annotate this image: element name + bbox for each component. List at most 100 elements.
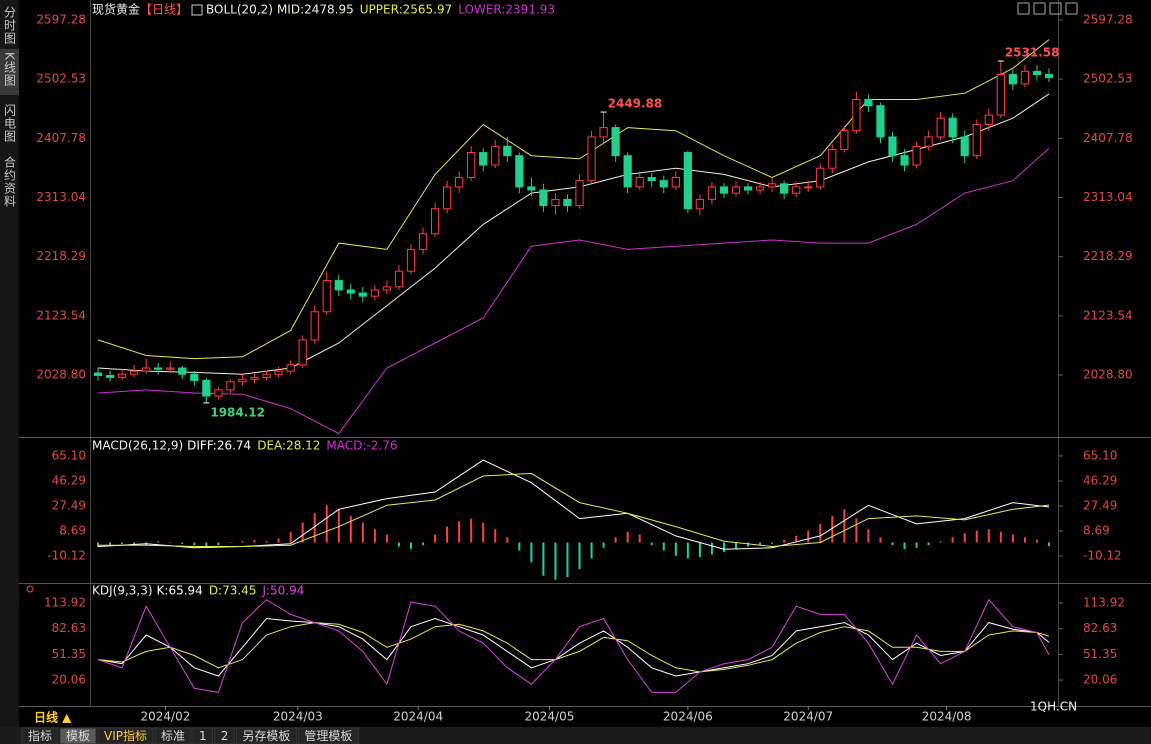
candle-body (623, 155, 632, 188)
candle-body (274, 370, 283, 375)
tab-bg (297, 727, 359, 744)
period-button[interactable]: 日线 ▲ (34, 710, 72, 725)
tab-label[interactable]: 1 (199, 729, 207, 743)
tab-label[interactable]: 2 (221, 729, 229, 743)
tab[interactable]: 标准 (154, 727, 192, 744)
icon[interactable] (1033, 2, 1046, 15)
sidebar-tab[interactable]: 闪电图 (3, 104, 17, 143)
icon[interactable] (1017, 2, 1030, 15)
settings-icon[interactable] (26, 585, 34, 593)
macd-bar (169, 542, 172, 544)
candle-body (479, 152, 488, 166)
tab-bg (235, 727, 297, 744)
legend-text: LOWER:2391.93 (458, 3, 555, 17)
candle-body (984, 114, 993, 125)
candle-body (370, 289, 379, 297)
macd-bar (337, 509, 340, 543)
candle-body (491, 145, 500, 166)
macd-bar (819, 523, 822, 543)
tab-label[interactable]: 另存模板 (242, 729, 290, 743)
sidebar-tab-active (0, 49, 19, 95)
macd-bar (434, 534, 437, 543)
tab[interactable]: 管理模板 (297, 727, 359, 744)
low-label: 1984.12 (210, 405, 265, 419)
macd-bar (951, 537, 954, 543)
sidebar-tab[interactable]: 分时图 (3, 6, 17, 45)
candle-body (635, 177, 644, 188)
tab-label[interactable]: 管理模板 (304, 728, 352, 743)
candle-body (1008, 74, 1017, 85)
sidebar-tab[interactable]: K线图 (3, 52, 17, 87)
macd-bar (975, 530, 978, 543)
macd-bar (578, 542, 581, 570)
legend-text: BOLL(20,2) (206, 3, 273, 17)
y-tick-label: 82.63 (52, 621, 86, 635)
y-tick-label: 113.92 (1083, 596, 1125, 610)
series-line (97, 39, 1050, 360)
macd-bar (518, 542, 521, 551)
macd-bar (987, 529, 990, 543)
macd-bar (458, 521, 461, 543)
tab-bg (21, 727, 59, 744)
y-tick-label: 2407.78 (1083, 131, 1133, 145)
macd-bar (686, 542, 689, 559)
macd-bar (301, 522, 304, 543)
tab-label[interactable]: 指标 (28, 728, 52, 743)
candle-body (852, 98, 861, 132)
y-tick-label: 2028.80 (36, 367, 86, 381)
candle-body (515, 155, 524, 188)
tab[interactable]: 指标 (21, 727, 59, 744)
y-tick-label: 51.35 (52, 647, 86, 661)
tab[interactable]: VIP指标 (97, 727, 154, 744)
y-tick-label: 2597.28 (36, 13, 86, 27)
macd-bar (698, 542, 701, 558)
macd-bar (1035, 539, 1038, 543)
tab-label[interactable]: 标准 (161, 729, 185, 743)
sidebar-tab[interactable]: 合约资料 (3, 155, 17, 208)
high-label: 2531.58 (1005, 46, 1060, 60)
candle-body (442, 186, 452, 210)
candle-body (972, 123, 981, 157)
candle-body (286, 364, 295, 372)
candle-body (1044, 74, 1054, 79)
x-tick-label: 2024/04 (393, 710, 443, 724)
tab-bg (59, 727, 97, 744)
macd-bar (927, 542, 930, 546)
tab-label[interactable]: VIP指标 (104, 728, 147, 743)
y-tick-label: 2218.29 (1083, 249, 1133, 263)
icon[interactable] (1065, 2, 1078, 15)
y-tick-label: 2502.53 (1083, 72, 1133, 86)
candle-body (1032, 70, 1042, 76)
macd-bar (229, 542, 232, 544)
y-tick-label: 2407.78 (36, 131, 86, 145)
macd-bar (674, 542, 677, 556)
candle-body (334, 280, 343, 291)
macd-bar (253, 539, 256, 543)
candle-body (418, 233, 428, 250)
tab[interactable]: 2 (214, 727, 235, 744)
y-tick-label: 8.69 (1083, 523, 1110, 537)
y-tick-label: 2218.29 (36, 249, 86, 263)
macd-bar (710, 542, 713, 555)
macd-bar (614, 537, 617, 543)
tab[interactable]: 另存模板 (235, 727, 297, 744)
legend-text: D:73.45 (209, 584, 257, 598)
indicator-icon (191, 4, 203, 16)
macd-bar (133, 542, 136, 546)
candle-body (93, 372, 103, 376)
tab[interactable]: 1 (192, 727, 214, 744)
candle-body (599, 127, 608, 138)
macd-bar (506, 537, 509, 543)
tab[interactable]: 模板 (59, 727, 97, 744)
candle-body (202, 379, 211, 397)
y-tick-label: 27.49 (1083, 498, 1117, 512)
candle-body (647, 177, 656, 182)
icon[interactable] (1049, 2, 1062, 15)
macd-bar (855, 518, 858, 543)
candle-body (792, 186, 801, 194)
tab-label[interactable]: 模板 (66, 729, 90, 743)
candle-body (551, 198, 560, 207)
candle-body (250, 376, 259, 380)
candle-body (214, 389, 223, 397)
